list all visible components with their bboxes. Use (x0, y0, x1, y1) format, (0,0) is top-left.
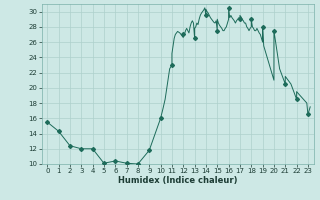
X-axis label: Humidex (Indice chaleur): Humidex (Indice chaleur) (118, 176, 237, 185)
